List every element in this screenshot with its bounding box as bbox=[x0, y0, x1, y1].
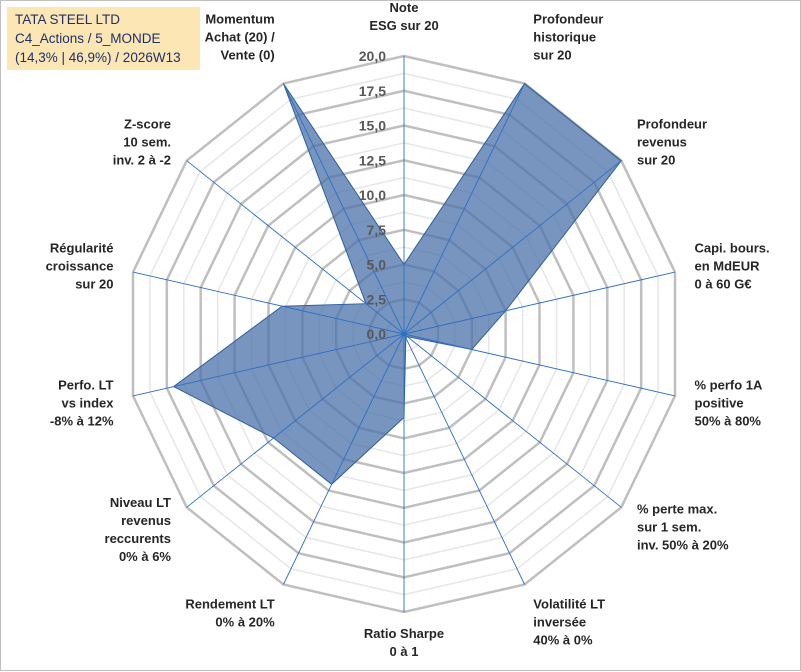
axis-label: Volatilité LT inversée 40% à 0% bbox=[533, 597, 605, 648]
axis-label-line: Profondeur bbox=[637, 117, 707, 132]
axis-label: Momentum Achat (20) / Vente (0) bbox=[205, 12, 275, 63]
axis-label-line: vs index bbox=[61, 396, 114, 411]
axis-label: Perfo. LT vs index -8% à 12% bbox=[50, 378, 114, 429]
axis-label-line: 50% à 80% bbox=[695, 414, 762, 429]
axis-label-line: 0% à 20% bbox=[215, 615, 275, 630]
axis-label: Note ESG sur 20 bbox=[369, 1, 438, 33]
axis-label: Régularité croissance sur 20 bbox=[46, 240, 114, 291]
axis-spoke bbox=[403, 160, 622, 335]
title-stats: (14,3% | 46,9%) / 2026W13 bbox=[15, 50, 181, 65]
axis-label-line: inv. 2 à -2 bbox=[113, 153, 171, 168]
tick-label: 2,5 bbox=[367, 291, 387, 307]
axis-label-line: 40% à 0% bbox=[533, 633, 593, 648]
axis-label: % perte max. sur 1 sem. inv. 50% à 20% bbox=[637, 502, 729, 553]
axis-spoke bbox=[282, 83, 405, 335]
title-company: TATA STEEL LTD bbox=[15, 12, 121, 27]
axis-spoke bbox=[403, 333, 676, 397]
tick-label: 15,0 bbox=[359, 118, 386, 134]
axis-label-line: 0 à 1 bbox=[390, 644, 419, 659]
tick-label: 0,0 bbox=[367, 326, 387, 342]
axis-label-line: ESG sur 20 bbox=[369, 18, 438, 33]
axis-labels: Note ESG sur 20 Profondeur historique sur 20… bbox=[46, 1, 770, 659]
axis-label-line: croissance bbox=[46, 258, 114, 273]
tick-label: 12,5 bbox=[359, 152, 386, 168]
axis-spokes bbox=[132, 56, 676, 612]
axis-label: Profondeur revenus sur 20 bbox=[637, 117, 707, 168]
axis-label-line: Perfo. LT bbox=[58, 378, 113, 393]
axis-label-line: Volatilité LT bbox=[533, 597, 605, 612]
axis-label: Ratio Sharpe 0 à 1 bbox=[364, 626, 444, 659]
axis-label: Niveau LT revenus reccurents 0% à 6% bbox=[105, 495, 172, 564]
axis-spoke bbox=[186, 160, 405, 335]
axis-spoke bbox=[403, 333, 622, 508]
axis-spoke bbox=[403, 333, 526, 585]
title-category: C4_Actions / 5_MONDE bbox=[15, 31, 161, 46]
axis-label-line: sur 1 sem. bbox=[637, 520, 701, 535]
axis-spoke bbox=[282, 333, 405, 585]
tick-label: 17,5 bbox=[359, 83, 386, 99]
axis-label-line: revenus bbox=[637, 135, 687, 150]
axis-label-line: en MdEUR bbox=[695, 258, 761, 273]
axis-label-line: revenus bbox=[121, 513, 171, 528]
axis-label-line: Capi. bours. bbox=[695, 240, 770, 255]
axis-spoke bbox=[403, 271, 676, 335]
axis-label-line: Vente (0) bbox=[221, 48, 275, 63]
axis-label: Capi. bours. en MdEUR 0 à 60 G€ bbox=[695, 240, 770, 291]
axis-label: % perfo 1A positive 50% à 80% bbox=[695, 378, 764, 429]
axis-label: Rendement LT 0% à 20% bbox=[185, 597, 275, 630]
axis-label-line: historique bbox=[533, 30, 596, 45]
axis-spoke bbox=[186, 333, 405, 508]
axis-label: Profondeur historique sur 20 bbox=[533, 12, 603, 63]
axis-label-line: reccurents bbox=[105, 531, 171, 546]
axis-label-line: Rendement LT bbox=[185, 597, 274, 612]
axis-label-line: % perte max. bbox=[637, 502, 717, 517]
axis-label-line: -8% à 12% bbox=[50, 414, 114, 429]
tick-label: 7,5 bbox=[367, 222, 387, 238]
tick-labels: 0,0 2,5 5,0 7,5 10,0 12,5 15,0 17,5 20,0 bbox=[359, 48, 386, 342]
axis-label-line: inversée bbox=[533, 615, 586, 630]
axis-label-line: sur 20 bbox=[533, 48, 571, 63]
tick-label: 10,0 bbox=[359, 187, 386, 203]
axis-spoke bbox=[132, 271, 405, 335]
axis-label-line: sur 20 bbox=[637, 153, 675, 168]
axis-label-line: % perfo 1A bbox=[695, 378, 764, 393]
axis-label-line: Achat (20) / bbox=[205, 30, 275, 45]
axis-label-line: Note bbox=[390, 1, 419, 15]
axis-label-line: 0 à 60 G€ bbox=[695, 276, 752, 291]
axis-label-line: 10 sem. bbox=[123, 135, 171, 150]
axis-label-line: sur 20 bbox=[75, 276, 113, 291]
axis-label-line: positive bbox=[695, 396, 744, 411]
chart-title-box: TATA STEEL LTD C4_Actions / 5_MONDE (14,… bbox=[7, 7, 200, 70]
axis-spoke bbox=[403, 83, 526, 335]
axis-label: Z-score 10 sem. inv. 2 à -2 bbox=[113, 117, 171, 168]
axis-label-line: Z-score bbox=[124, 117, 171, 132]
axis-label-line: 0% à 6% bbox=[119, 549, 171, 564]
axis-label-line: Profondeur bbox=[533, 12, 603, 27]
axis-label-line: inv. 50% à 20% bbox=[637, 538, 729, 553]
tick-label: 20,0 bbox=[359, 48, 386, 64]
axis-spoke bbox=[132, 333, 405, 397]
axis-label-line: Régularité bbox=[50, 240, 114, 255]
axis-label-line: Momentum bbox=[205, 12, 274, 27]
axis-label-line: Niveau LT bbox=[110, 495, 171, 510]
tick-label: 5,0 bbox=[367, 257, 387, 273]
axis-label-line: Ratio Sharpe bbox=[364, 626, 444, 641]
